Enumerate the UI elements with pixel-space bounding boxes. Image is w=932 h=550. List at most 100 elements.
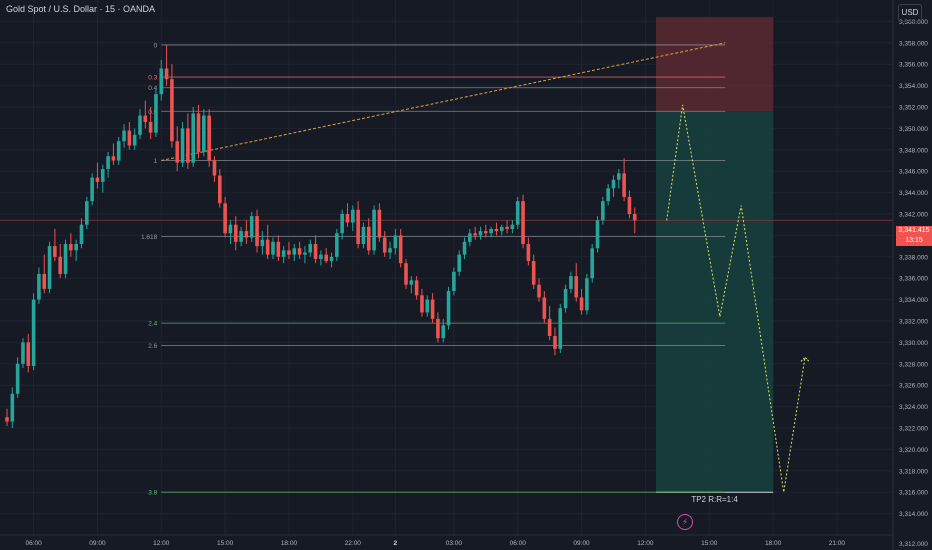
time-axis-tick-label: 15:00	[217, 540, 234, 547]
candle-body	[116, 141, 121, 161]
candle-body	[138, 115, 142, 135]
candle-body	[228, 224, 233, 234]
candle-body	[377, 209, 382, 238]
candle-body	[595, 220, 600, 249]
price-axis-tick-label: 3,312.000	[899, 541, 928, 548]
candle-body	[31, 299, 36, 366]
tradingview-logo-icon[interactable]: ⚡	[677, 514, 693, 530]
time-axis-tick-label: 18:00	[765, 540, 782, 547]
candle-body	[69, 243, 73, 251]
candle-body	[297, 248, 302, 255]
time-axis-tick-label: 06:00	[25, 540, 42, 547]
candle-body	[26, 342, 31, 366]
price-axis-tick-label: 3,348.000	[899, 147, 928, 154]
price-axis-tick-label: 3,324.000	[899, 404, 928, 411]
time-axis-tick-label: 12:00	[153, 540, 170, 547]
candle-body	[329, 256, 334, 262]
candle-body	[122, 130, 126, 142]
candle-body	[617, 173, 621, 180]
candle-body	[154, 94, 158, 133]
candle-body	[425, 299, 430, 313]
candle-body	[632, 214, 637, 221]
price-axis-tick-label: 3,332.000	[899, 319, 928, 326]
time-axis-tick-label: 18:00	[281, 540, 298, 547]
candle-body	[558, 308, 563, 349]
candle-body	[186, 128, 190, 163]
fib-level-label: 0.4	[148, 85, 157, 92]
candle-body	[579, 297, 584, 311]
candle-body	[223, 203, 227, 234]
candle-body	[212, 160, 217, 176]
price-axis-tick-label: 3,344.000	[899, 190, 928, 197]
candle-body	[281, 250, 286, 257]
candle-body	[276, 241, 281, 257]
candle-body	[398, 235, 403, 264]
candle-body	[233, 224, 238, 242]
candle-body	[622, 173, 626, 197]
candle-body	[202, 115, 206, 152]
candle-body	[547, 318, 552, 336]
fib-level-label: 1	[154, 158, 158, 165]
price-axis-tick-label: 3,334.000	[899, 297, 928, 304]
candle-body	[260, 239, 265, 247]
candle-body	[159, 68, 164, 95]
candle-body	[148, 121, 153, 133]
price-axis-tick-label: 3,320.000	[899, 447, 928, 454]
price-axis-tick-label: 3,330.000	[899, 340, 928, 347]
take-profit-zone	[656, 111, 774, 493]
price-axis-tick-label: 3,316.000	[899, 490, 928, 497]
time-axis-tick-label: 12:00	[637, 540, 654, 547]
candle-body	[404, 263, 408, 285]
price-axis-tick-label: 3,318.000	[899, 468, 928, 475]
candle-body	[47, 246, 52, 289]
candle-body	[478, 231, 483, 236]
candle-body	[468, 233, 472, 242]
candle-body	[303, 252, 307, 255]
last-price-value: 3,341.415	[898, 227, 930, 234]
fib-level-label: 2.4	[148, 321, 157, 328]
currency-button[interactable]: USD	[898, 4, 922, 22]
projection-arrow	[800, 356, 810, 362]
time-axis-tick-label: 22:00	[345, 540, 362, 547]
fib-level-label: 0.3	[148, 75, 157, 82]
candle-body	[574, 276, 579, 298]
candle-body	[324, 254, 328, 262]
candle-body	[473, 233, 477, 236]
candle-body	[143, 115, 148, 122]
candle-body	[196, 113, 201, 152]
projection-path	[666, 104, 806, 493]
candle-body	[601, 201, 605, 221]
candle-body	[170, 79, 174, 142]
price-axis-tick-label: 3,350.000	[899, 126, 928, 133]
candle-body	[388, 248, 392, 253]
candle-body	[585, 278, 589, 311]
candle-body	[542, 297, 547, 319]
candle-body	[265, 239, 270, 255]
candle-body	[499, 226, 504, 232]
candle-body	[526, 243, 531, 262]
candle-body	[100, 169, 105, 182]
price-axis-tick-label: 3,322.000	[899, 426, 928, 433]
candle-body	[191, 113, 195, 163]
candle-body	[537, 284, 541, 298]
candle-body	[127, 130, 132, 146]
symbol-title[interactable]: Gold Spot / U.S. Dollar · 15 · OANDA	[6, 4, 156, 14]
candle-body	[79, 224, 84, 244]
price-axis-tick-label: 3,360.000	[899, 19, 928, 26]
bar-countdown: 13:15	[905, 237, 923, 244]
candle-body	[553, 335, 557, 349]
candle-body	[340, 214, 344, 234]
fib-level-label: 1.618	[141, 234, 158, 241]
candle-body	[382, 237, 387, 253]
stop-loss-zone	[656, 17, 774, 112]
time-axis-tick-label: 09:00	[573, 540, 590, 547]
candle-body	[287, 250, 291, 255]
fib-level-label: 0	[154, 42, 158, 49]
price-axis-tick-label: 3,326.000	[899, 383, 928, 390]
candle-body	[484, 231, 488, 234]
candle-body	[5, 417, 9, 422]
candle-body	[10, 393, 15, 422]
candle-body	[606, 188, 610, 202]
